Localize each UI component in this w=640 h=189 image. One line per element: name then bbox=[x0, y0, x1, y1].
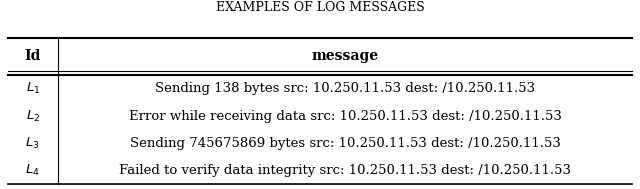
Text: Id: Id bbox=[24, 50, 41, 64]
Text: EXAMPLES OF LOG MESSAGES: EXAMPLES OF LOG MESSAGES bbox=[216, 1, 424, 14]
Text: Error while receiving data src: 10.250.11.53 dest: /10.250.11.53: Error while receiving data src: 10.250.1… bbox=[129, 110, 561, 123]
Text: message: message bbox=[312, 50, 378, 64]
Text: Sending 138 bytes src: 10.250.11.53 dest: /10.250.11.53: Sending 138 bytes src: 10.250.11.53 dest… bbox=[155, 82, 535, 95]
Text: $L_2$: $L_2$ bbox=[26, 108, 40, 124]
Text: $L_1$: $L_1$ bbox=[26, 81, 40, 96]
Text: Failed to verify data integrity src: 10.250.11.53 dest: /10.250.11.53: Failed to verify data integrity src: 10.… bbox=[119, 164, 571, 177]
Text: $L_4$: $L_4$ bbox=[26, 163, 40, 178]
Text: Sending 745675869 bytes src: 10.250.11.53 dest: /10.250.11.53: Sending 745675869 bytes src: 10.250.11.5… bbox=[129, 137, 561, 150]
Text: $L_3$: $L_3$ bbox=[26, 136, 40, 151]
